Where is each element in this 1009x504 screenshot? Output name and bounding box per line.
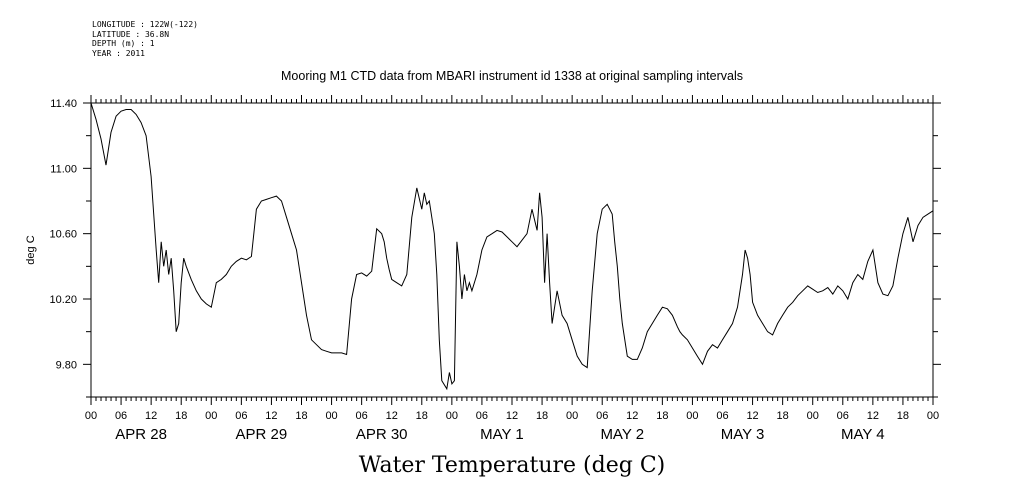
x-tick-label: 00 bbox=[325, 410, 337, 422]
x-tick-label: 12 bbox=[265, 410, 277, 422]
axes bbox=[83, 95, 941, 405]
x-tick-label: 18 bbox=[536, 410, 548, 422]
plot-area bbox=[90, 102, 934, 391]
chart-title: Mooring M1 CTD data from MBARI instrumen… bbox=[281, 69, 743, 83]
meta-year: YEAR : 2011 bbox=[92, 48, 145, 58]
x-tick-label: 06 bbox=[235, 410, 247, 422]
axis-labels: 9.80 10.20 10.60 11.00 11.40 deg C 00 06 12 18 00 0… bbox=[25, 98, 939, 443]
x-tick-label: 06 bbox=[596, 410, 608, 422]
y-axis-label: deg C bbox=[25, 235, 37, 264]
x-tick-label: 00 bbox=[807, 410, 819, 422]
x-tick-label: 12 bbox=[626, 410, 638, 422]
y-tick-label: 11.00 bbox=[50, 163, 77, 175]
meta-latitude: LATITUDE : 36.8N bbox=[92, 29, 170, 39]
x-day-label: MAY 2 bbox=[600, 426, 644, 443]
x-tick-label: 06 bbox=[115, 410, 127, 422]
x-tick-label: 12 bbox=[746, 410, 758, 422]
x-tick-label: 06 bbox=[476, 410, 488, 422]
y-tick-label: 9.80 bbox=[56, 359, 77, 371]
x-tick-label: 18 bbox=[656, 410, 668, 422]
x-day-label: MAY 4 bbox=[841, 426, 885, 443]
x-axis-label: Water Temperature (deg C) bbox=[358, 453, 666, 478]
metadata-block: LONGITUDE : 122W(-122) LATITUDE : 36.8N … bbox=[92, 20, 198, 58]
x-tick-label: 00 bbox=[446, 410, 458, 422]
series-line bbox=[90, 102, 934, 391]
x-day-label: MAY 1 bbox=[480, 426, 524, 443]
meta-longitude: LONGITUDE : 122W(-122) bbox=[92, 20, 198, 29]
x-tick-label: 06 bbox=[716, 410, 728, 422]
meta-depth: DEPTH (m) : 1 bbox=[92, 39, 155, 48]
x-tick-label: 00 bbox=[686, 410, 698, 422]
x-tick-label: 18 bbox=[175, 410, 187, 422]
x-day-label: APR 28 bbox=[115, 426, 167, 443]
x-tick-label: 12 bbox=[145, 410, 157, 422]
x-day-label: MAY 3 bbox=[721, 426, 765, 443]
x-tick-label: 18 bbox=[897, 410, 909, 422]
plot-frame bbox=[90, 102, 934, 398]
x-tick-label: 06 bbox=[356, 410, 368, 422]
x-tick-label: 00 bbox=[927, 410, 939, 422]
x-day-label: APR 30 bbox=[356, 426, 408, 443]
y-tick-label: 11.40 bbox=[50, 98, 77, 110]
x-tick-label: 00 bbox=[85, 410, 97, 422]
y-tick-label: 10.20 bbox=[49, 294, 77, 306]
x-tick-label: 18 bbox=[777, 410, 789, 422]
x-tick-label: 06 bbox=[837, 410, 849, 422]
x-tick-label: 12 bbox=[506, 410, 518, 422]
x-tick-label: 00 bbox=[205, 410, 217, 422]
x-tick-label: 12 bbox=[867, 410, 879, 422]
y-tick-label: 10.60 bbox=[49, 229, 77, 241]
x-tick-label: 18 bbox=[295, 410, 307, 422]
x-tick-label: 12 bbox=[386, 410, 398, 422]
x-tick-label: 00 bbox=[566, 410, 578, 422]
x-tick-label: 18 bbox=[416, 410, 428, 422]
x-day-label: APR 29 bbox=[236, 426, 288, 443]
